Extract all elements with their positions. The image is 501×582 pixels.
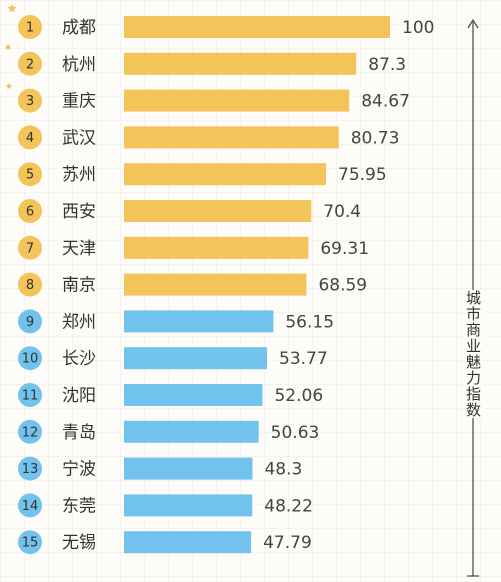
category-label: 南京: [62, 276, 96, 296]
rank-number: 12: [22, 425, 39, 440]
rank-number: 13: [22, 462, 39, 477]
rank-badge: [18, 456, 42, 481]
rank-number: 4: [26, 131, 34, 146]
bar-row: 2 杭州 87.3: [18, 51, 406, 76]
rank-badge: [18, 272, 42, 297]
bar-row: 4 武汉 80.73: [18, 125, 400, 150]
bar: [124, 531, 252, 554]
star-icon: [4, 44, 12, 50]
bar: [124, 494, 253, 517]
bar-row: 6 西安 70.4: [18, 199, 361, 223]
category-label: 沈阳: [62, 386, 96, 406]
rank-number: 6: [26, 205, 34, 220]
rank-number: 9: [26, 315, 34, 330]
rank-number: 7: [26, 241, 34, 256]
rank-badge: [18, 309, 42, 334]
value-label: 48.22: [264, 496, 313, 516]
bar: [124, 89, 350, 112]
rank-badge: [18, 346, 42, 371]
bar-rows: 1 成都 100 2 杭州 87.3 3 重庆 84.67 4 武汉 80.73 5 苏州 75.95 6 西安…: [18, 15, 434, 555]
bar: [124, 273, 307, 296]
rank-number: 10: [22, 352, 39, 367]
bar: [124, 52, 357, 75]
value-label: 53.77: [279, 349, 328, 369]
bar-row: 3 重庆 84.67: [18, 88, 410, 113]
bar: [124, 384, 263, 406]
rank-badge: [18, 493, 42, 518]
rank-badge: [18, 199, 42, 223]
rank-number: 5: [26, 168, 34, 183]
bar: [124, 310, 274, 333]
bar-row: 10 长沙 53.77: [18, 346, 328, 371]
value-label: 69.31: [320, 239, 369, 259]
category-label: 武汉: [62, 128, 96, 148]
rank-badge: [18, 530, 42, 555]
rank-badge: [18, 51, 42, 76]
category-label: 西安: [62, 202, 96, 222]
value-label: 50.63: [271, 423, 320, 443]
bar: [124, 16, 390, 38]
bar-row: 5 苏州 75.95: [18, 162, 387, 187]
value-label: 87.3: [368, 55, 406, 75]
sparkle-decoration: [4, 4, 17, 89]
category-label: 长沙: [62, 349, 96, 369]
value-axis-title: 城市商业魅力指数: [462, 290, 484, 418]
bar-row: 14 东莞 48.22: [18, 493, 313, 518]
rank-number: 3: [26, 94, 34, 109]
rank-number: 11: [22, 389, 39, 404]
value-label: 68.59: [318, 276, 367, 296]
value-label: 84.67: [361, 92, 410, 112]
value-label: 75.95: [338, 165, 387, 185]
star-icon: [5, 83, 13, 89]
rank-badge: [18, 419, 42, 444]
rank-number: 1: [26, 21, 34, 36]
rank-badge: [18, 15, 42, 39]
bar-row: 1 成都 100: [18, 15, 434, 39]
bar: [124, 200, 312, 222]
category-label: 青岛: [62, 423, 96, 443]
category-label: 天津: [62, 239, 96, 259]
value-label: 52.06: [274, 386, 323, 406]
rank-number: 15: [22, 536, 39, 551]
category-label: 成都: [62, 18, 96, 38]
bar: [124, 163, 327, 186]
value-label: 48.3: [264, 460, 302, 480]
category-label: 重庆: [62, 92, 96, 112]
value-label: 80.73: [351, 128, 400, 148]
value-axis-arrow-icon: [467, 18, 479, 29]
rank-badge: [18, 162, 42, 187]
bar: [124, 457, 253, 480]
value-label: 70.4: [323, 202, 361, 222]
bar-row: 8 南京 68.59: [18, 272, 367, 297]
bar: [124, 420, 259, 443]
category-label: 无锡: [62, 533, 96, 553]
category-label: 宁波: [62, 460, 96, 480]
rank-badge: [18, 235, 42, 260]
bar-row: 12 青岛 50.63: [18, 419, 320, 444]
rank-number: 14: [22, 499, 39, 514]
bar-row: 9 郑州 56.15: [18, 309, 334, 334]
rank-badge: [18, 125, 42, 150]
category-label: 郑州: [62, 312, 96, 332]
bar-row: 11 沈阳 52.06: [18, 383, 323, 407]
rank-badge: [18, 88, 42, 113]
bar: [124, 126, 339, 149]
rank-badge: [18, 383, 42, 407]
bar-row: 13 宁波 48.3: [18, 456, 302, 481]
value-label: 100: [402, 18, 434, 38]
bar: [124, 347, 268, 370]
rank-number: 8: [26, 278, 34, 293]
value-label: 47.79: [263, 533, 312, 553]
bar-row: 7 天津 69.31: [18, 235, 369, 260]
category-label: 苏州: [62, 165, 96, 185]
bar: [124, 236, 309, 259]
bar-row: 15 无锡 47.79: [18, 530, 312, 555]
category-label: 东莞: [62, 496, 96, 516]
star-icon: [7, 4, 17, 13]
value-label: 56.15: [285, 312, 334, 332]
rank-number: 2: [26, 57, 34, 72]
category-label: 杭州: [62, 55, 96, 75]
